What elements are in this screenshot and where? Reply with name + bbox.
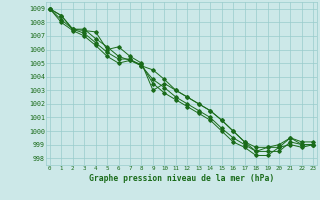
X-axis label: Graphe pression niveau de la mer (hPa): Graphe pression niveau de la mer (hPa): [89, 174, 274, 183]
